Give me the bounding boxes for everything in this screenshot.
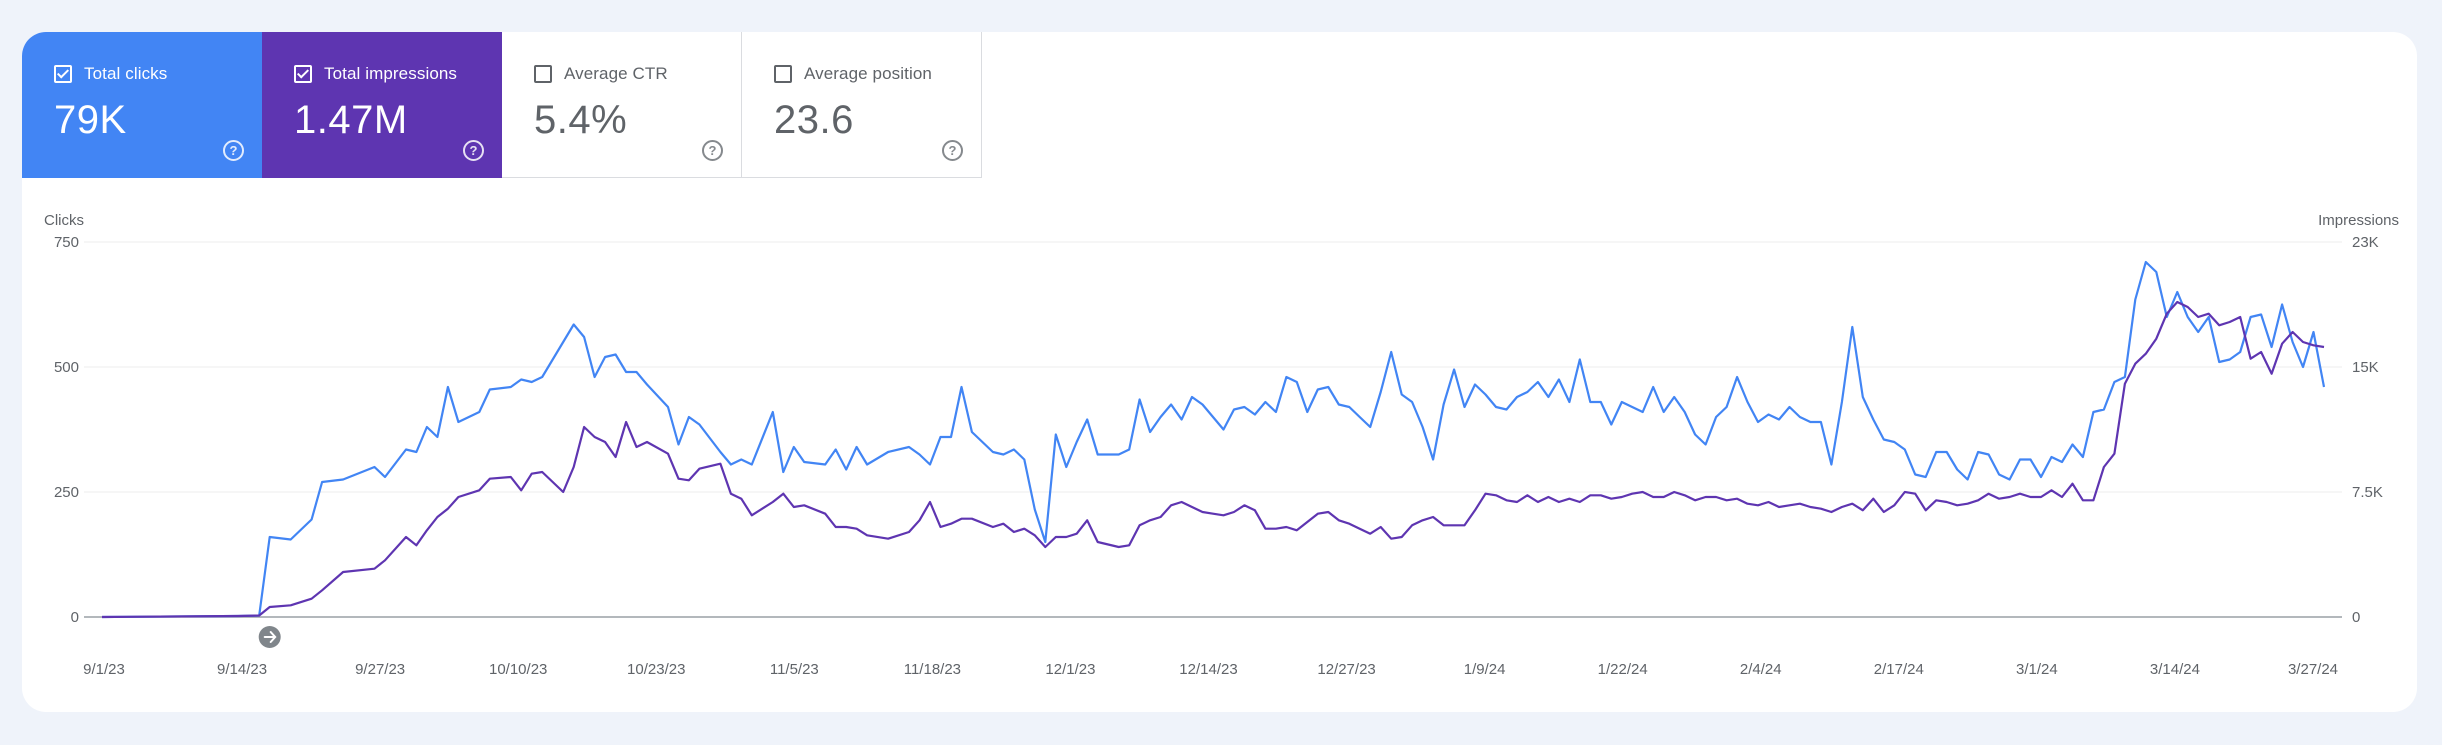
right-axis-title: Impressions bbox=[2318, 212, 2399, 229]
x-tick-label: 9/27/23 bbox=[355, 661, 405, 678]
left-tick-label: 750 bbox=[54, 234, 79, 251]
help-circle-icon[interactable]: ? bbox=[223, 140, 244, 161]
left-tick-label: 0 bbox=[71, 609, 79, 626]
checkbox-checked-icon[interactable] bbox=[294, 65, 312, 83]
right-tick-label: 0 bbox=[2352, 609, 2360, 626]
x-tick-label: 2/4/24 bbox=[1740, 661, 1782, 678]
metric-card-header: Average CTR bbox=[534, 64, 668, 84]
left-tick-label: 500 bbox=[54, 359, 79, 376]
performance-chart: Clicks Impressions 750 500 250 0 23K 15K 7.5K… bbox=[44, 212, 2399, 678]
metric-label: Total impressions bbox=[324, 64, 458, 83]
metric-label: Average CTR bbox=[564, 64, 668, 83]
x-tick-label: 10/10/23 bbox=[489, 661, 547, 678]
right-tick-label: 7.5K bbox=[2352, 484, 2383, 501]
right-tick-label: 23K bbox=[2352, 234, 2379, 251]
left-axis-title: Clicks bbox=[44, 212, 84, 229]
series-line-total-clicks[interactable] bbox=[101, 260, 2326, 619]
arrow-right-circle-icon[interactable] bbox=[258, 626, 281, 648]
left-tick-label: 250 bbox=[54, 484, 79, 501]
metric-card-total-impressions[interactable]: Total impressions 1.47M ? bbox=[262, 32, 502, 178]
help-circle-icon[interactable]: ? bbox=[702, 140, 723, 161]
checkbox-checked-icon[interactable] bbox=[54, 65, 72, 83]
help-circle-icon[interactable]: ? bbox=[942, 140, 963, 161]
metric-value: 5.4% bbox=[534, 98, 628, 142]
metric-card-header: Average position bbox=[774, 64, 932, 84]
x-tick-label: 12/1/23 bbox=[1045, 661, 1095, 678]
help-circle-icon[interactable]: ? bbox=[463, 140, 484, 161]
metric-card-header: Total impressions bbox=[294, 64, 457, 84]
checkbox-unchecked-icon[interactable] bbox=[534, 65, 552, 83]
metric-label: Average position bbox=[804, 64, 932, 83]
right-tick-label: 15K bbox=[2352, 359, 2379, 376]
metric-card-average-position[interactable]: Average position 23.6 ? bbox=[742, 32, 982, 178]
x-tick-label: 1/22/24 bbox=[1598, 661, 1648, 678]
x-tick-label: 1/9/24 bbox=[1464, 661, 1506, 678]
metric-card-header: Total clicks bbox=[54, 64, 167, 84]
metric-label: Total clicks bbox=[84, 64, 168, 83]
x-tick-label: 9/1/23 bbox=[83, 661, 125, 678]
x-tick-label: 10/23/23 bbox=[627, 661, 685, 678]
metric-value: 79K bbox=[54, 98, 127, 142]
x-tick-label: 3/1/24 bbox=[2016, 661, 2058, 678]
performance-panel: Clicks Impressions 750 500 250 0 23K 15K 7.5K… bbox=[22, 32, 2417, 712]
x-tick-label: 3/27/24 bbox=[2288, 661, 2338, 678]
x-tick-label: 12/27/23 bbox=[1317, 661, 1375, 678]
x-tick-label: 11/18/23 bbox=[904, 661, 961, 678]
metric-value: 1.47M bbox=[294, 98, 408, 142]
metric-card-average-ctr[interactable]: Average CTR 5.4% ? bbox=[502, 32, 742, 178]
checkbox-unchecked-icon[interactable] bbox=[774, 65, 792, 83]
series-line-total-impressions[interactable] bbox=[101, 300, 2325, 619]
x-tick-label: 2/17/24 bbox=[1874, 661, 1924, 678]
x-tick-label: 11/5/23 bbox=[770, 661, 819, 678]
x-tick-label: 3/14/24 bbox=[2150, 661, 2200, 678]
x-tick-label: 9/14/23 bbox=[217, 661, 267, 678]
metric-value: 23.6 bbox=[774, 98, 854, 142]
metric-card-total-clicks[interactable]: Total clicks 79K ? bbox=[22, 32, 262, 178]
metric-cards: Total clicks 79K ? Total impressions 1.4… bbox=[22, 32, 982, 178]
x-tick-label: 12/14/23 bbox=[1179, 661, 1237, 678]
